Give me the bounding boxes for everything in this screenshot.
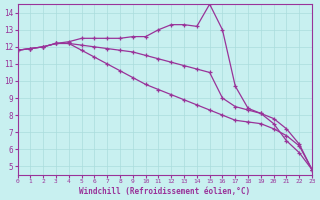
- X-axis label: Windchill (Refroidissement éolien,°C): Windchill (Refroidissement éolien,°C): [79, 187, 250, 196]
